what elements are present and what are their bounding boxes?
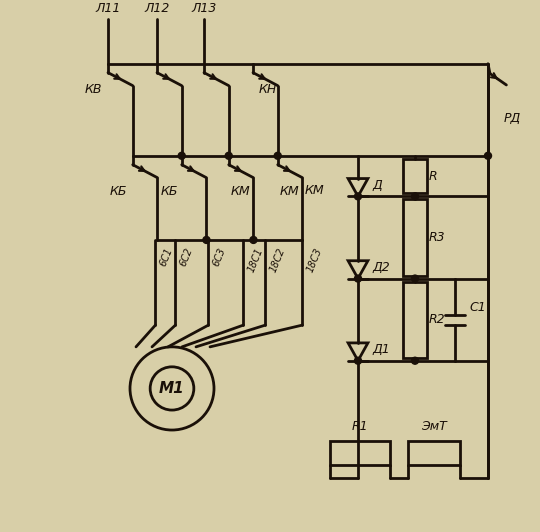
- Bar: [403, 281, 427, 358]
- Circle shape: [411, 193, 418, 200]
- Circle shape: [411, 275, 418, 282]
- Text: Д: Д: [372, 179, 382, 192]
- Text: Л13: Л13: [191, 2, 217, 15]
- Text: 6С1: 6С1: [158, 246, 175, 268]
- Bar: [403, 200, 427, 276]
- Bar: [330, 441, 390, 464]
- Text: КН: КН: [259, 83, 277, 96]
- Text: 18С3: 18С3: [306, 246, 324, 273]
- Circle shape: [178, 152, 185, 159]
- Circle shape: [354, 358, 361, 364]
- Text: КБ: КБ: [109, 185, 127, 198]
- Bar: [403, 159, 427, 194]
- Circle shape: [250, 236, 257, 244]
- Text: С1: С1: [469, 301, 486, 314]
- Text: КМ: КМ: [305, 184, 324, 197]
- Text: ЭмТ: ЭмТ: [421, 420, 447, 433]
- Text: Д1: Д1: [372, 343, 390, 356]
- Text: R2: R2: [429, 313, 446, 326]
- Circle shape: [354, 193, 361, 200]
- Text: 18С2: 18С2: [268, 246, 287, 273]
- Text: 18С1: 18С1: [246, 246, 265, 273]
- Circle shape: [225, 152, 232, 159]
- Text: Л11: Л11: [96, 2, 120, 15]
- Text: М1: М1: [159, 381, 185, 396]
- Text: R: R: [429, 170, 437, 182]
- Text: Д2: Д2: [372, 261, 390, 274]
- Text: КМ: КМ: [231, 185, 251, 198]
- Circle shape: [484, 152, 491, 159]
- Text: R1: R1: [352, 420, 368, 433]
- Text: Л12: Л12: [144, 2, 170, 15]
- Text: КВ: КВ: [84, 83, 102, 96]
- Circle shape: [354, 275, 361, 282]
- Text: R3: R3: [429, 231, 446, 244]
- Text: КБ: КБ: [160, 185, 178, 198]
- Bar: [408, 441, 460, 464]
- Circle shape: [203, 236, 210, 244]
- Circle shape: [411, 358, 418, 364]
- Text: КМ: КМ: [280, 185, 299, 198]
- Circle shape: [274, 152, 281, 159]
- Text: 6С2: 6С2: [178, 246, 195, 268]
- Text: РД: РД: [504, 112, 521, 124]
- Text: 6С3: 6С3: [212, 246, 228, 268]
